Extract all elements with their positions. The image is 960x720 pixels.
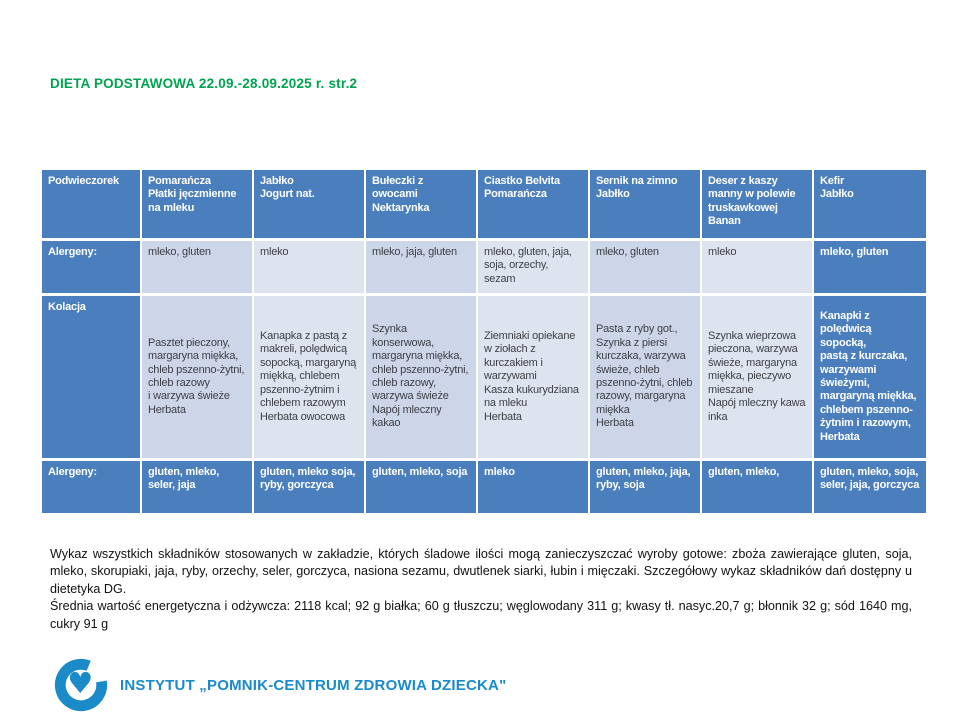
allergen-notice-paragraph: Wykaz wszystkich składników stosowanych … — [50, 547, 912, 596]
allergen-cell: gluten, mleko, jaja, ryby, soja — [590, 461, 700, 513]
nutrition-info-paragraph: Średnia wartość energetyczna i odżywcza:… — [50, 599, 912, 631]
menu-cell: Pasta z ryby got., Szynka z piersi kurcz… — [590, 296, 700, 458]
menu-cell: Pasztet pieczony, margaryna miękka, chle… — [142, 296, 252, 458]
table-row-kolacja: Kolacja Pasztet pieczony, margaryna mięk… — [42, 296, 926, 458]
table-row-podwieczorek: Podwieczorek Pomarańcza Płatki jęczmienn… — [42, 170, 926, 238]
allergen-cell: gluten, mleko, soja, seler, jaja, gorczy… — [814, 461, 926, 513]
menu-cell: Pomarańcza Płatki jęczmienne na mleku — [142, 170, 252, 238]
allergen-cell: mleko — [254, 241, 364, 293]
row-header-alergeny: Alergeny: — [42, 461, 140, 513]
menu-cell: Sernik na zimno Jabłko — [590, 170, 700, 238]
allergen-cell: mleko, gluten — [814, 241, 926, 293]
page-title: DIETA PODSTAWOWA 22.09.-28.09.2025 r. st… — [50, 76, 358, 91]
heart-icon: ♥ — [67, 665, 94, 700]
menu-cell: Jabłko Jogurt nat. — [254, 170, 364, 238]
menu-cell: Kefir Jabłko — [814, 170, 926, 238]
menu-cell: Szynka konserwowa, margaryna miękka, chl… — [366, 296, 476, 458]
allergen-cell: gluten, mleko, — [702, 461, 812, 513]
menu-cell: Ciastko Belvita Pomarańcza — [478, 170, 588, 238]
menu-cell: Kanapka z pastą z makreli, polędwicą sop… — [254, 296, 364, 458]
menu-cell: Szynka wieprzowa pieczona, warzywa śwież… — [702, 296, 812, 458]
heart-in-c-logo-icon: ♥ — [54, 658, 108, 712]
menu-cell: Deser z kaszy manny w polewie truskawkow… — [702, 170, 812, 238]
allergen-cell: gluten, mleko, soja — [366, 461, 476, 513]
institute-logo: ♥ INSTYTUT „POMNIK-CENTRUM ZDROWIA DZIEC… — [54, 656, 506, 714]
menu-cell: Ziemniaki opiekane w ziołach z kurczakie… — [478, 296, 588, 458]
row-header-kolacja: Kolacja — [42, 296, 140, 458]
menu-cell: Kanapki z polędwicą sopocką, pastą z kur… — [814, 296, 926, 458]
allergen-cell: mleko, jaja, gluten — [366, 241, 476, 293]
table-row-alergeny-podwieczorek: Alergeny: mleko, gluten mleko mleko, jaj… — [42, 241, 926, 293]
allergen-cell: mleko, gluten, jaja, soja, orzechy, seza… — [478, 241, 588, 293]
allergen-cell: mleko — [478, 461, 588, 513]
table-row-alergeny-kolacja: Alergeny: gluten, mleko, seler, jaja glu… — [42, 461, 926, 513]
allergen-cell: mleko, gluten — [590, 241, 700, 293]
row-header-alergeny: Alergeny: — [42, 241, 140, 293]
allergen-cell: mleko, gluten — [142, 241, 252, 293]
allergen-cell: gluten, mleko, seler, jaja — [142, 461, 252, 513]
diet-menu-table: Podwieczorek Pomarańcza Płatki jęczmienn… — [40, 167, 928, 516]
footer-notes: Wykaz wszystkich składników stosowanych … — [50, 546, 912, 633]
row-header-podwieczorek: Podwieczorek — [42, 170, 140, 238]
allergen-cell: mleko — [702, 241, 812, 293]
allergen-cell: gluten, mleko soja, ryby, gorczyca — [254, 461, 364, 513]
menu-cell: Bułeczki z owocami Nektarynka — [366, 170, 476, 238]
institute-logo-text: INSTYTUT „POMNIK-CENTRUM ZDROWIA DZIECKA… — [120, 676, 507, 694]
